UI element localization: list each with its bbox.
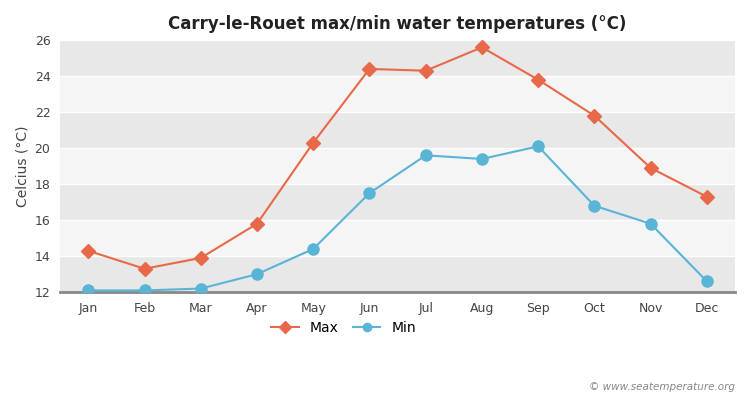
Bar bbox=[60, 76, 735, 112]
Bar bbox=[60, 112, 735, 148]
Bar bbox=[60, 220, 735, 256]
Text: © www.seatemperature.org: © www.seatemperature.org bbox=[589, 382, 735, 392]
Bar bbox=[60, 256, 735, 292]
Bar bbox=[60, 40, 735, 76]
Title: Carry-le-Rouet max/min water temperatures (°C): Carry-le-Rouet max/min water temperature… bbox=[169, 15, 627, 33]
Legend: Max, Min: Max, Min bbox=[266, 316, 422, 341]
Bar bbox=[60, 148, 735, 184]
Bar bbox=[60, 184, 735, 220]
Y-axis label: Celcius (°C): Celcius (°C) bbox=[15, 125, 29, 207]
